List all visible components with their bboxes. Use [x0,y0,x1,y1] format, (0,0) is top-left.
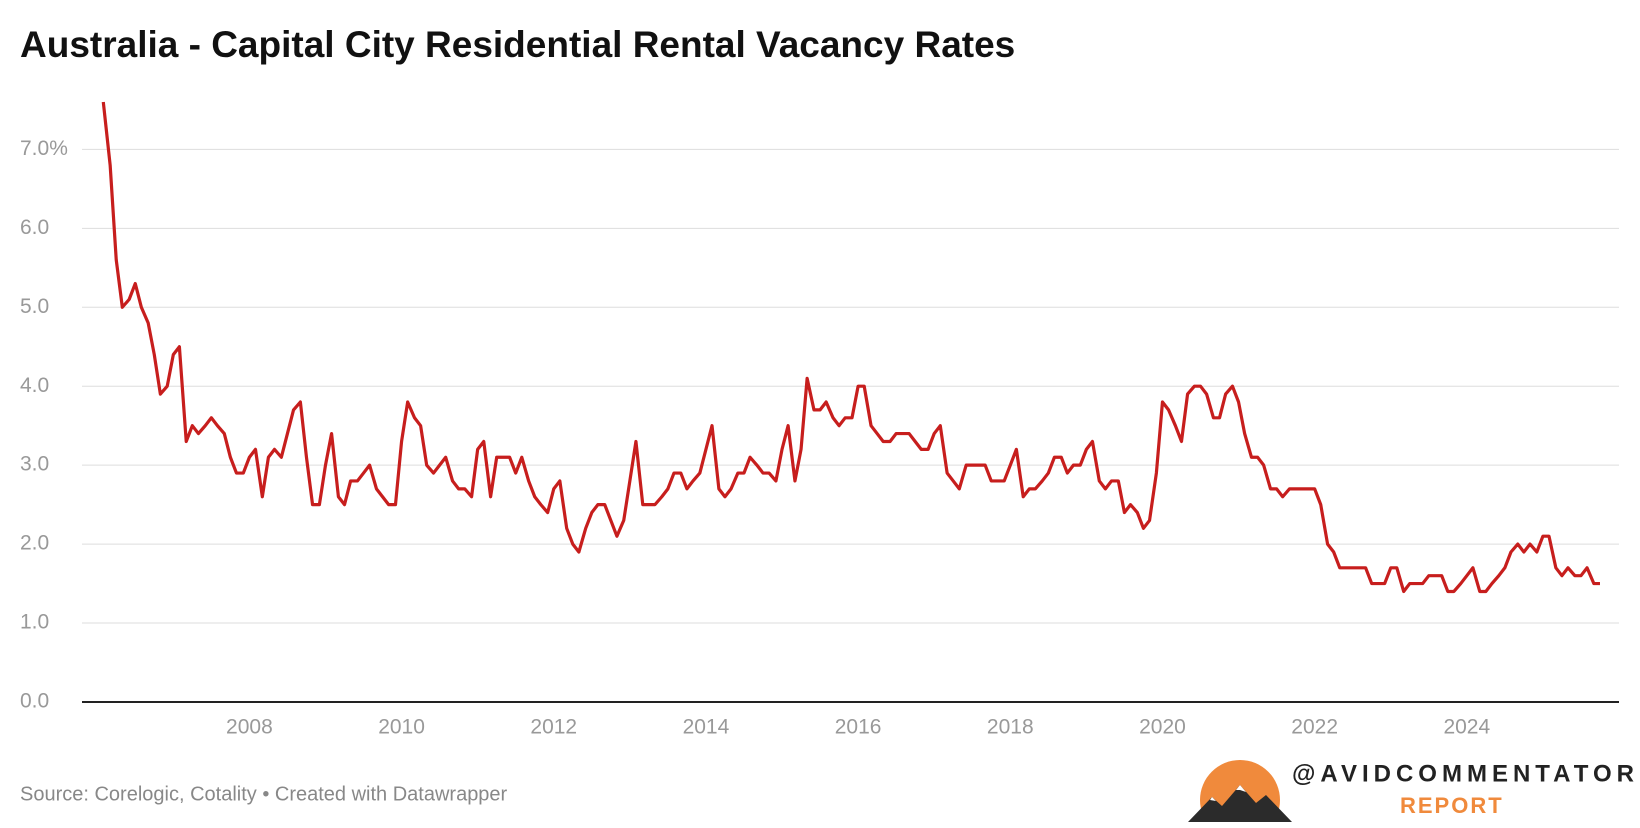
brand-tagline: REPORT [1400,793,1504,818]
y-tick-label: 0.0 [20,690,49,713]
data-line [101,101,1600,594]
y-tick-label: 1.0 [20,611,49,634]
y-tick-label: 6.0 [20,216,49,239]
logo-snow [1210,785,1246,801]
brand-logo: @AVIDCOMMENTATOR REPORT [1188,760,1639,822]
x-tick-label: 2014 [683,716,730,739]
chart-title: Australia - Capital City Residential Ren… [20,24,1015,65]
logo-mountains [1188,785,1292,822]
x-tick-label: 2020 [1139,716,1186,739]
x-tick-label: 2018 [987,716,1034,739]
x-tick-label: 2016 [835,716,882,739]
x-tick-label: 2022 [1291,716,1338,739]
brand-handle: @AVIDCOMMENTATOR [1292,760,1639,787]
source-note: Source: Corelogic, Cotality • Created wi… [20,783,508,805]
x-tick-label: 2024 [1443,716,1490,739]
x-tick-label: 2010 [378,716,425,739]
y-tick-label: 5.0 [20,295,49,318]
y-tick-label: 3.0 [20,453,49,476]
y-tick-label: 2.0 [20,532,49,555]
grid [82,148,1619,703]
x-tick-label: 2008 [226,716,273,739]
y-tick-label: 7.0% [20,137,68,160]
x-tick-label: 2012 [530,716,577,739]
y-tick-label: 4.0 [20,374,49,397]
